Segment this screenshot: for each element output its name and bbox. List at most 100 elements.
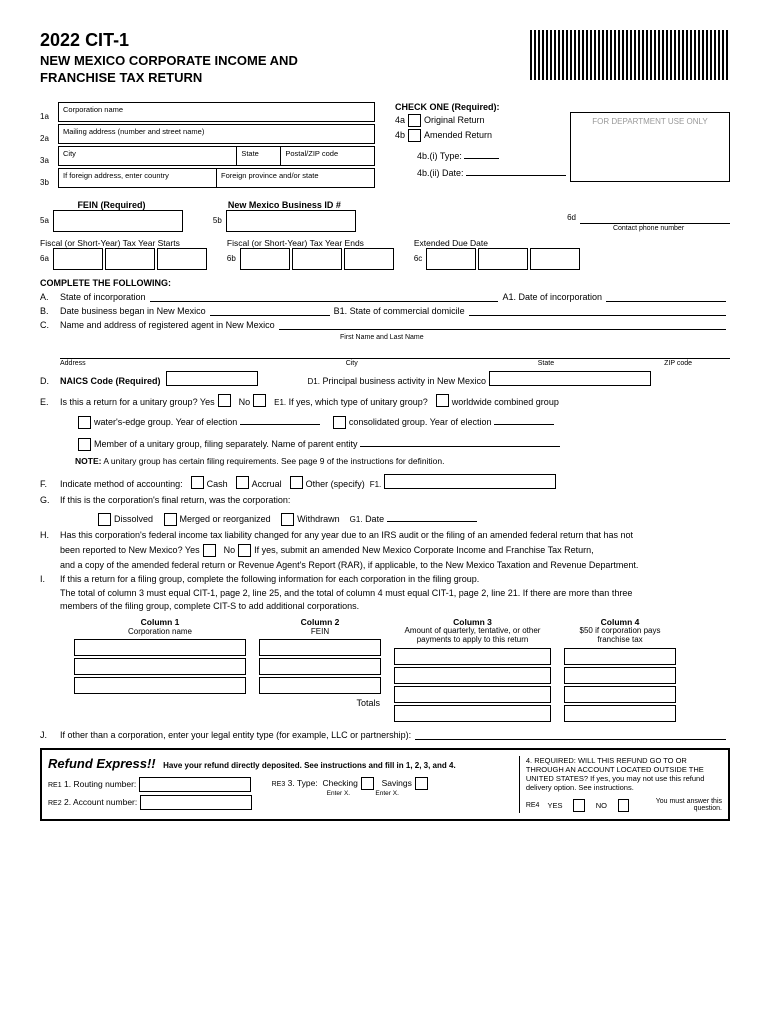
c4tot[interactable] xyxy=(564,705,676,722)
amended-checkbox[interactable] xyxy=(408,129,421,142)
type-input[interactable] xyxy=(464,146,499,159)
c3r1[interactable] xyxy=(394,648,551,665)
chk-box[interactable] xyxy=(361,777,374,790)
c4r3[interactable] xyxy=(564,686,676,703)
c4r1[interactable] xyxy=(564,648,676,665)
r2-in[interactable] xyxy=(140,795,252,810)
nmid-label: New Mexico Business ID # xyxy=(213,200,356,210)
H-t2: been reported to New Mexico? Yes xyxy=(60,545,200,555)
C-addr-line[interactable] xyxy=(60,344,730,359)
date-input[interactable] xyxy=(466,163,566,176)
re3: RE3 xyxy=(272,781,286,788)
E1-t: If yes, which type of unitary group? xyxy=(289,397,428,407)
F-cash-l: Cash xyxy=(207,479,228,489)
J-input[interactable] xyxy=(415,739,726,740)
no-l: NO xyxy=(596,801,607,810)
no-box[interactable] xyxy=(618,799,629,812)
nmid-input[interactable] xyxy=(226,210,356,232)
sav-box[interactable] xyxy=(415,777,428,790)
c1r3[interactable] xyxy=(74,677,246,694)
form-code: CIT-1 xyxy=(85,30,129,50)
I-t1: If this a return for a filing group, com… xyxy=(60,574,479,584)
ext-2[interactable] xyxy=(478,248,528,270)
E-mem-in[interactable] xyxy=(360,434,560,447)
original-checkbox[interactable] xyxy=(408,114,421,127)
E-yes[interactable] xyxy=(218,394,231,407)
A-input[interactable] xyxy=(150,301,499,302)
sav-l: Savings xyxy=(382,778,412,788)
fy-start-2[interactable] xyxy=(105,248,155,270)
ext-1[interactable] xyxy=(426,248,476,270)
c3tot[interactable] xyxy=(394,705,551,722)
E-no[interactable] xyxy=(253,394,266,407)
F-oth-l: Other (specify) xyxy=(306,479,365,489)
refund-instr: Have your refund directly deposited. See… xyxy=(163,761,456,770)
C-input[interactable] xyxy=(279,329,726,330)
foreign-prov-label: Foreign province and/or state xyxy=(221,171,370,180)
n4a: 4a xyxy=(395,115,405,125)
C-addr: Address xyxy=(60,360,86,367)
A1-input[interactable] xyxy=(606,301,726,302)
row-3b: 3b xyxy=(40,168,58,187)
c1r2[interactable] xyxy=(74,658,246,675)
title-1: NEW MEXICO CORPORATE INCOME AND xyxy=(40,53,298,68)
F-cash[interactable] xyxy=(191,476,204,489)
c3r3[interactable] xyxy=(394,686,551,703)
totals-l: Totals xyxy=(260,698,380,708)
E-cons-in[interactable] xyxy=(494,412,554,425)
fy-start-1[interactable] xyxy=(53,248,103,270)
H-yes[interactable] xyxy=(203,544,216,557)
c2r1[interactable] xyxy=(259,639,381,656)
r1-in[interactable] xyxy=(139,777,251,792)
C-t: Name and address of registered agent in … xyxy=(60,320,275,330)
c4r2[interactable] xyxy=(564,667,676,684)
n6a: 6a xyxy=(40,254,49,263)
n5b: 5b xyxy=(213,216,222,225)
D-input[interactable] xyxy=(166,371,258,386)
B1-input[interactable] xyxy=(469,315,726,316)
c2-s: FEIN xyxy=(311,627,329,636)
G-mer[interactable] xyxy=(164,513,177,526)
phone-input[interactable] xyxy=(580,211,730,224)
G-date-in[interactable] xyxy=(387,509,477,522)
E-mem[interactable] xyxy=(78,438,91,451)
original-label: Original Return xyxy=(424,115,485,125)
ext-3[interactable] xyxy=(530,248,580,270)
E-we[interactable] xyxy=(78,416,91,429)
A-l: A. xyxy=(40,292,60,302)
c2r2[interactable] xyxy=(259,658,381,675)
n4b: 4b xyxy=(395,130,405,140)
c1r1[interactable] xyxy=(74,639,246,656)
G-wit[interactable] xyxy=(281,513,294,526)
c2r3[interactable] xyxy=(259,677,381,694)
G-l: G. xyxy=(40,495,60,505)
H-no[interactable] xyxy=(238,544,251,557)
E-we-in[interactable] xyxy=(240,412,320,425)
F-oth[interactable] xyxy=(290,476,303,489)
I-t3: members of the filing group, complete CI… xyxy=(60,601,730,611)
E-cons[interactable] xyxy=(333,416,346,429)
zip-label: Postal/ZIP code xyxy=(285,149,370,158)
fy-end-3[interactable] xyxy=(344,248,394,270)
D1-input[interactable] xyxy=(489,371,651,386)
c3r2[interactable] xyxy=(394,667,551,684)
fy-end-2[interactable] xyxy=(292,248,342,270)
A-t: State of incorporation xyxy=(60,292,146,302)
F-acc[interactable] xyxy=(236,476,249,489)
H-t3: If yes, submit an amended New Mexico Cor… xyxy=(254,545,594,555)
F1-input[interactable] xyxy=(384,474,556,489)
E-wc[interactable] xyxy=(436,394,449,407)
B-t: Date business began in New Mexico xyxy=(60,306,206,316)
foreign-country-label: If foreign address, enter country xyxy=(63,171,212,180)
yes-l: YES xyxy=(547,801,562,810)
B-input[interactable] xyxy=(210,315,330,316)
C-l: C. xyxy=(40,320,60,330)
fein-input[interactable] xyxy=(53,210,183,232)
n6c: 6c xyxy=(414,254,422,263)
B-l: B. xyxy=(40,306,60,316)
fy-start-3[interactable] xyxy=(157,248,207,270)
q4-l: 4. xyxy=(526,756,532,765)
fy-end-1[interactable] xyxy=(240,248,290,270)
yes-box[interactable] xyxy=(573,799,584,812)
G-dis[interactable] xyxy=(98,513,111,526)
